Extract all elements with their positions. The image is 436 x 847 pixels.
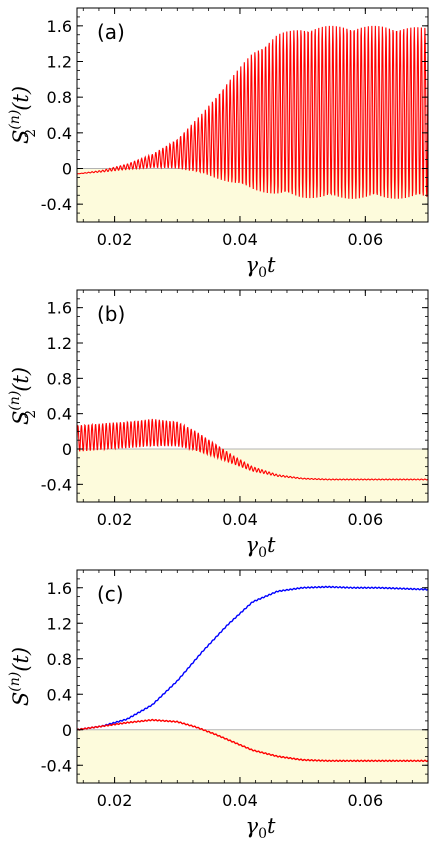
y-tick-label: 1.6	[47, 17, 72, 36]
y-tick-label: 1.6	[47, 579, 72, 598]
x-tick-label: 0.02	[97, 510, 133, 529]
panel-b: -0.4 0 0.4 0.8 1.2 1.6 0.02 0.04 0.06 (b) γ0t S(n)2…	[7, 289, 429, 561]
x-axis-label: γ0t	[246, 814, 276, 842]
x-tick-label: 0.02	[97, 230, 133, 249]
x-tick-label: 0.04	[222, 230, 258, 249]
series-line-red-oscillating	[77, 418, 428, 481]
x-tick-label: 0.06	[348, 791, 384, 810]
negative-region-shading	[77, 729, 428, 783]
plot-area	[77, 418, 428, 481]
y-tick-label: 0	[62, 721, 72, 740]
y-tick-label: 0	[62, 160, 72, 179]
series-line-blue	[77, 585, 428, 731]
y-tick-label: -0.4	[41, 756, 72, 775]
y-tick-label: 1.6	[47, 299, 72, 318]
y-axis-label: S(n)2(t)	[7, 367, 39, 425]
panel-a: -0.4 0 0.4 0.8 1.2 1.6 0.02 0.04 0.06 (a) γ0t S(n)2…	[7, 7, 429, 281]
panel-c: -0.4 0 0.4 0.8 1.2 1.6 0.02 0.04 0.06 (c) γ0t S(n)(…	[7, 569, 429, 842]
x-tick-label: 0.06	[348, 230, 384, 249]
panel-label: (c)	[97, 582, 124, 606]
x-tick-label: 0.04	[222, 791, 258, 810]
x-tick-label: 0.04	[222, 510, 258, 529]
plot-area	[77, 585, 428, 763]
x-tick-label: 0.06	[348, 510, 384, 529]
y-tick-label: 0.4	[47, 124, 72, 143]
series-line-red-oscillating	[77, 25, 428, 199]
x-axis-label: γ0t	[246, 253, 276, 281]
y-tick-label: 0.8	[47, 650, 72, 669]
plot-area	[77, 25, 428, 199]
panel-label: (a)	[97, 20, 125, 44]
y-tick-label: 1.2	[47, 614, 72, 633]
y-tick-label: 0.4	[47, 405, 72, 424]
x-axis-label: γ0t	[246, 533, 276, 561]
y-axis-label: S(n)2(t)	[7, 86, 39, 144]
y-tick-label: 0.8	[47, 88, 72, 107]
y-axis-label: S(n)(t)	[7, 647, 33, 706]
y-tick-label: 1.2	[47, 334, 72, 353]
y-tick-label: 1.2	[47, 53, 72, 72]
x-tick-label: 0.02	[97, 791, 133, 810]
y-tick-label: -0.4	[41, 195, 72, 214]
series-line-red	[77, 718, 428, 763]
negative-region-shading	[77, 449, 428, 502]
panel-label: (b)	[97, 302, 125, 326]
y-tick-label: 0.4	[47, 685, 72, 704]
y-tick-label: 0	[62, 440, 72, 459]
y-tick-label: 0.8	[47, 369, 72, 388]
y-tick-label: -0.4	[41, 475, 72, 494]
